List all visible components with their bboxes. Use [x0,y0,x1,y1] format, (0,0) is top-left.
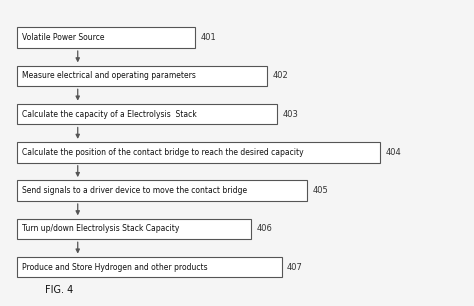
Text: Volatile Power Source: Volatile Power Source [21,33,104,42]
Text: Send signals to a driver device to move the contact bridge: Send signals to a driver device to move … [21,186,246,195]
Text: 403: 403 [283,110,298,119]
FancyBboxPatch shape [17,218,251,239]
FancyBboxPatch shape [17,180,307,201]
FancyBboxPatch shape [17,27,195,48]
Text: Measure electrical and operating parameters: Measure electrical and operating paramet… [21,71,195,80]
FancyBboxPatch shape [17,65,267,86]
Text: FIG. 4: FIG. 4 [45,285,73,295]
Text: 405: 405 [313,186,328,195]
Text: 401: 401 [201,33,216,42]
FancyBboxPatch shape [17,104,277,124]
FancyBboxPatch shape [17,142,380,162]
Text: 404: 404 [385,148,401,157]
Text: Produce and Store Hydrogen and other products: Produce and Store Hydrogen and other pro… [21,263,207,271]
Text: Calculate the position of the contact bridge to reach the desired capacity: Calculate the position of the contact br… [21,148,303,157]
Text: 407: 407 [287,263,303,271]
FancyBboxPatch shape [17,257,282,277]
Text: 402: 402 [273,71,289,80]
Text: 406: 406 [257,224,273,233]
Text: Turn up/down Electrolysis Stack Capacity: Turn up/down Electrolysis Stack Capacity [21,224,179,233]
Text: Calculate the capacity of a Electrolysis  Stack: Calculate the capacity of a Electrolysis… [21,110,196,119]
